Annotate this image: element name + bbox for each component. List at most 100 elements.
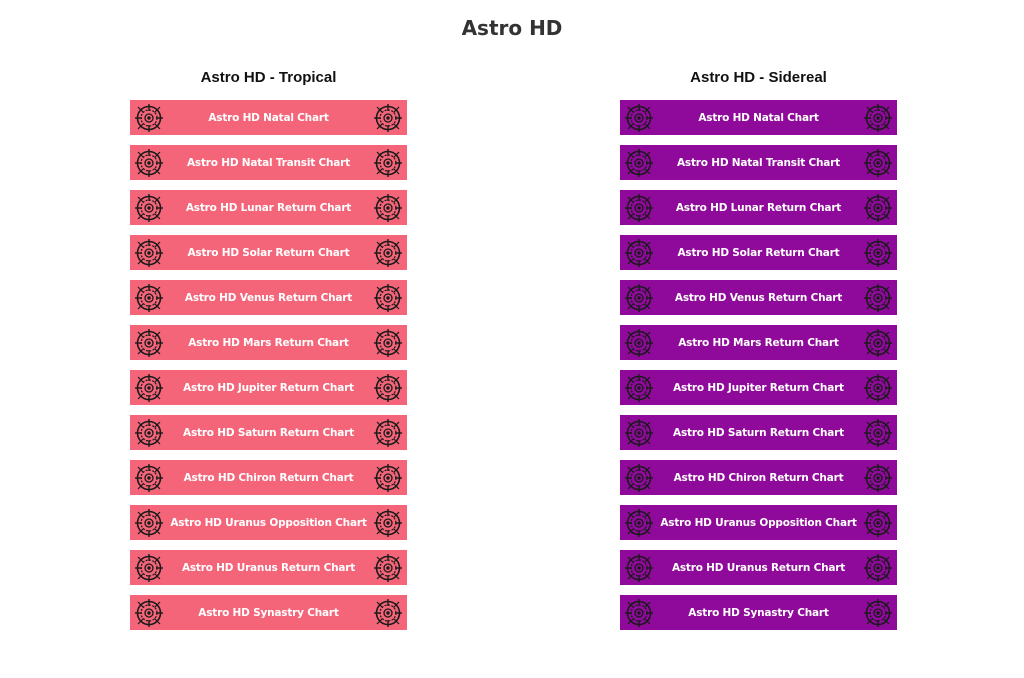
zodiac-wheel-icon bbox=[624, 283, 654, 313]
zodiac-wheel-icon bbox=[373, 418, 403, 448]
chart-button-label: Astro HD Venus Return Chart bbox=[674, 291, 843, 304]
zodiac-wheel-icon bbox=[863, 373, 893, 403]
chart-button-label: Astro HD Natal Chart bbox=[698, 111, 819, 124]
chart-button-label: Astro HD Mars Return Chart bbox=[678, 336, 839, 349]
sidereal-heading: Astro HD - Sidereal bbox=[690, 69, 827, 86]
chart-button-label: Astro HD Saturn Return Chart bbox=[673, 426, 844, 439]
zodiac-wheel-icon bbox=[373, 283, 403, 313]
zodiac-wheel-icon bbox=[863, 238, 893, 268]
chart-button-label: Astro HD Solar Return Chart bbox=[187, 246, 350, 259]
zodiac-wheel-icon bbox=[134, 103, 164, 133]
zodiac-wheel-icon bbox=[373, 148, 403, 178]
tropical-chart-button[interactable]: Astro HD Venus Return Chart bbox=[130, 280, 407, 315]
sidereal-column: Astro HD - Sidereal Astro HD Natal Chart… bbox=[620, 68, 897, 630]
zodiac-wheel-icon bbox=[373, 508, 403, 538]
zodiac-wheel-icon bbox=[863, 193, 893, 223]
tropical-chart-button[interactable]: Astro HD Jupiter Return Chart bbox=[130, 370, 407, 405]
zodiac-wheel-icon bbox=[863, 418, 893, 448]
zodiac-wheel-icon bbox=[373, 553, 403, 583]
sidereal-button-list: Astro HD Natal Chart Astro HD Natal Trans… bbox=[620, 100, 897, 630]
sidereal-chart-button[interactable]: Astro HD Lunar Return Chart bbox=[620, 190, 897, 225]
zodiac-wheel-icon bbox=[373, 463, 403, 493]
chart-button-label: Astro HD Lunar Return Chart bbox=[675, 201, 842, 214]
zodiac-wheel-icon bbox=[373, 373, 403, 403]
chart-button-label: Astro HD Synastry Chart bbox=[688, 606, 829, 619]
sidereal-chart-button[interactable]: Astro HD Jupiter Return Chart bbox=[620, 370, 897, 405]
zodiac-wheel-icon bbox=[373, 193, 403, 223]
zodiac-wheel-icon bbox=[624, 148, 654, 178]
zodiac-wheel-icon bbox=[373, 598, 403, 628]
zodiac-wheel-icon bbox=[624, 238, 654, 268]
zodiac-wheel-icon bbox=[863, 598, 893, 628]
sidereal-chart-button[interactable]: Astro HD Chiron Return Chart bbox=[620, 460, 897, 495]
tropical-chart-button[interactable]: Astro HD Synastry Chart bbox=[130, 595, 407, 630]
zodiac-wheel-icon bbox=[624, 508, 654, 538]
sidereal-chart-button[interactable]: Astro HD Venus Return Chart bbox=[620, 280, 897, 315]
tropical-chart-button[interactable]: Astro HD Natal Chart bbox=[130, 100, 407, 135]
zodiac-wheel-icon bbox=[134, 463, 164, 493]
tropical-chart-button[interactable]: Astro HD Chiron Return Chart bbox=[130, 460, 407, 495]
chart-button-label: Astro HD Mars Return Chart bbox=[188, 336, 349, 349]
chart-button-label: Astro HD Jupiter Return Chart bbox=[183, 381, 354, 394]
zodiac-wheel-icon bbox=[624, 598, 654, 628]
sidereal-chart-button[interactable]: Astro HD Saturn Return Chart bbox=[620, 415, 897, 450]
zodiac-wheel-icon bbox=[134, 283, 164, 313]
zodiac-wheel-icon bbox=[863, 103, 893, 133]
tropical-chart-button[interactable]: Astro HD Mars Return Chart bbox=[130, 325, 407, 360]
zodiac-wheel-icon bbox=[863, 148, 893, 178]
zodiac-wheel-icon bbox=[134, 553, 164, 583]
zodiac-wheel-icon bbox=[134, 148, 164, 178]
zodiac-wheel-icon bbox=[134, 238, 164, 268]
chart-button-label: Astro HD Uranus Opposition Chart bbox=[170, 516, 367, 529]
zodiac-wheel-icon bbox=[624, 463, 654, 493]
zodiac-wheel-icon bbox=[863, 508, 893, 538]
zodiac-wheel-icon bbox=[134, 193, 164, 223]
tropical-chart-button[interactable]: Astro HD Lunar Return Chart bbox=[130, 190, 407, 225]
sidereal-chart-button[interactable]: Astro HD Uranus Opposition Chart bbox=[620, 505, 897, 540]
tropical-button-list: Astro HD Natal Chart Astro HD Natal Trans… bbox=[130, 100, 407, 630]
zodiac-wheel-icon bbox=[134, 373, 164, 403]
sidereal-chart-button[interactable]: Astro HD Natal Transit Chart bbox=[620, 145, 897, 180]
chart-button-label: Astro HD Chiron Return Chart bbox=[183, 471, 354, 484]
sidereal-chart-button[interactable]: Astro HD Uranus Return Chart bbox=[620, 550, 897, 585]
tropical-column: Astro HD - Tropical Astro HD Natal Chart… bbox=[130, 68, 407, 630]
chart-button-label: Astro HD Uranus Return Chart bbox=[671, 561, 846, 574]
zodiac-wheel-icon bbox=[373, 103, 403, 133]
chart-button-label: Astro HD Saturn Return Chart bbox=[183, 426, 354, 439]
chart-button-label: Astro HD Chiron Return Chart bbox=[673, 471, 844, 484]
zodiac-wheel-icon bbox=[134, 418, 164, 448]
tropical-chart-button[interactable]: Astro HD Solar Return Chart bbox=[130, 235, 407, 270]
sidereal-chart-button[interactable]: Astro HD Mars Return Chart bbox=[620, 325, 897, 360]
chart-button-label: Astro HD Jupiter Return Chart bbox=[673, 381, 844, 394]
zodiac-wheel-icon bbox=[624, 193, 654, 223]
zodiac-wheel-icon bbox=[624, 328, 654, 358]
tropical-chart-button[interactable]: Astro HD Saturn Return Chart bbox=[130, 415, 407, 450]
zodiac-wheel-icon bbox=[373, 238, 403, 268]
tropical-chart-button[interactable]: Astro HD Natal Transit Chart bbox=[130, 145, 407, 180]
zodiac-wheel-icon bbox=[863, 463, 893, 493]
tropical-chart-button[interactable]: Astro HD Uranus Return Chart bbox=[130, 550, 407, 585]
tropical-chart-button[interactable]: Astro HD Uranus Opposition Chart bbox=[130, 505, 407, 540]
zodiac-wheel-icon bbox=[624, 418, 654, 448]
chart-button-label: Astro HD Natal Transit Chart bbox=[187, 156, 350, 169]
zodiac-wheel-icon bbox=[624, 373, 654, 403]
chart-button-label: Astro HD Uranus Opposition Chart bbox=[660, 516, 857, 529]
chart-button-label: Astro HD Solar Return Chart bbox=[677, 246, 840, 259]
tropical-heading: Astro HD - Tropical bbox=[200, 69, 337, 86]
zodiac-wheel-icon bbox=[863, 553, 893, 583]
sidereal-chart-button[interactable]: Astro HD Synastry Chart bbox=[620, 595, 897, 630]
zodiac-wheel-icon bbox=[134, 598, 164, 628]
sidereal-chart-button[interactable]: Astro HD Solar Return Chart bbox=[620, 235, 897, 270]
zodiac-wheel-icon bbox=[134, 508, 164, 538]
chart-button-label: Astro HD Uranus Return Chart bbox=[181, 561, 356, 574]
chart-button-label: Astro HD Natal Chart bbox=[208, 111, 329, 124]
zodiac-wheel-icon bbox=[134, 328, 164, 358]
chart-button-label: Astro HD Synastry Chart bbox=[198, 606, 339, 619]
zodiac-wheel-icon bbox=[624, 103, 654, 133]
chart-button-label: Astro HD Lunar Return Chart bbox=[185, 201, 352, 214]
sidereal-chart-button[interactable]: Astro HD Natal Chart bbox=[620, 100, 897, 135]
zodiac-wheel-icon bbox=[624, 553, 654, 583]
chart-button-label: Astro HD Venus Return Chart bbox=[184, 291, 353, 304]
zodiac-wheel-icon bbox=[373, 328, 403, 358]
zodiac-wheel-icon bbox=[863, 283, 893, 313]
